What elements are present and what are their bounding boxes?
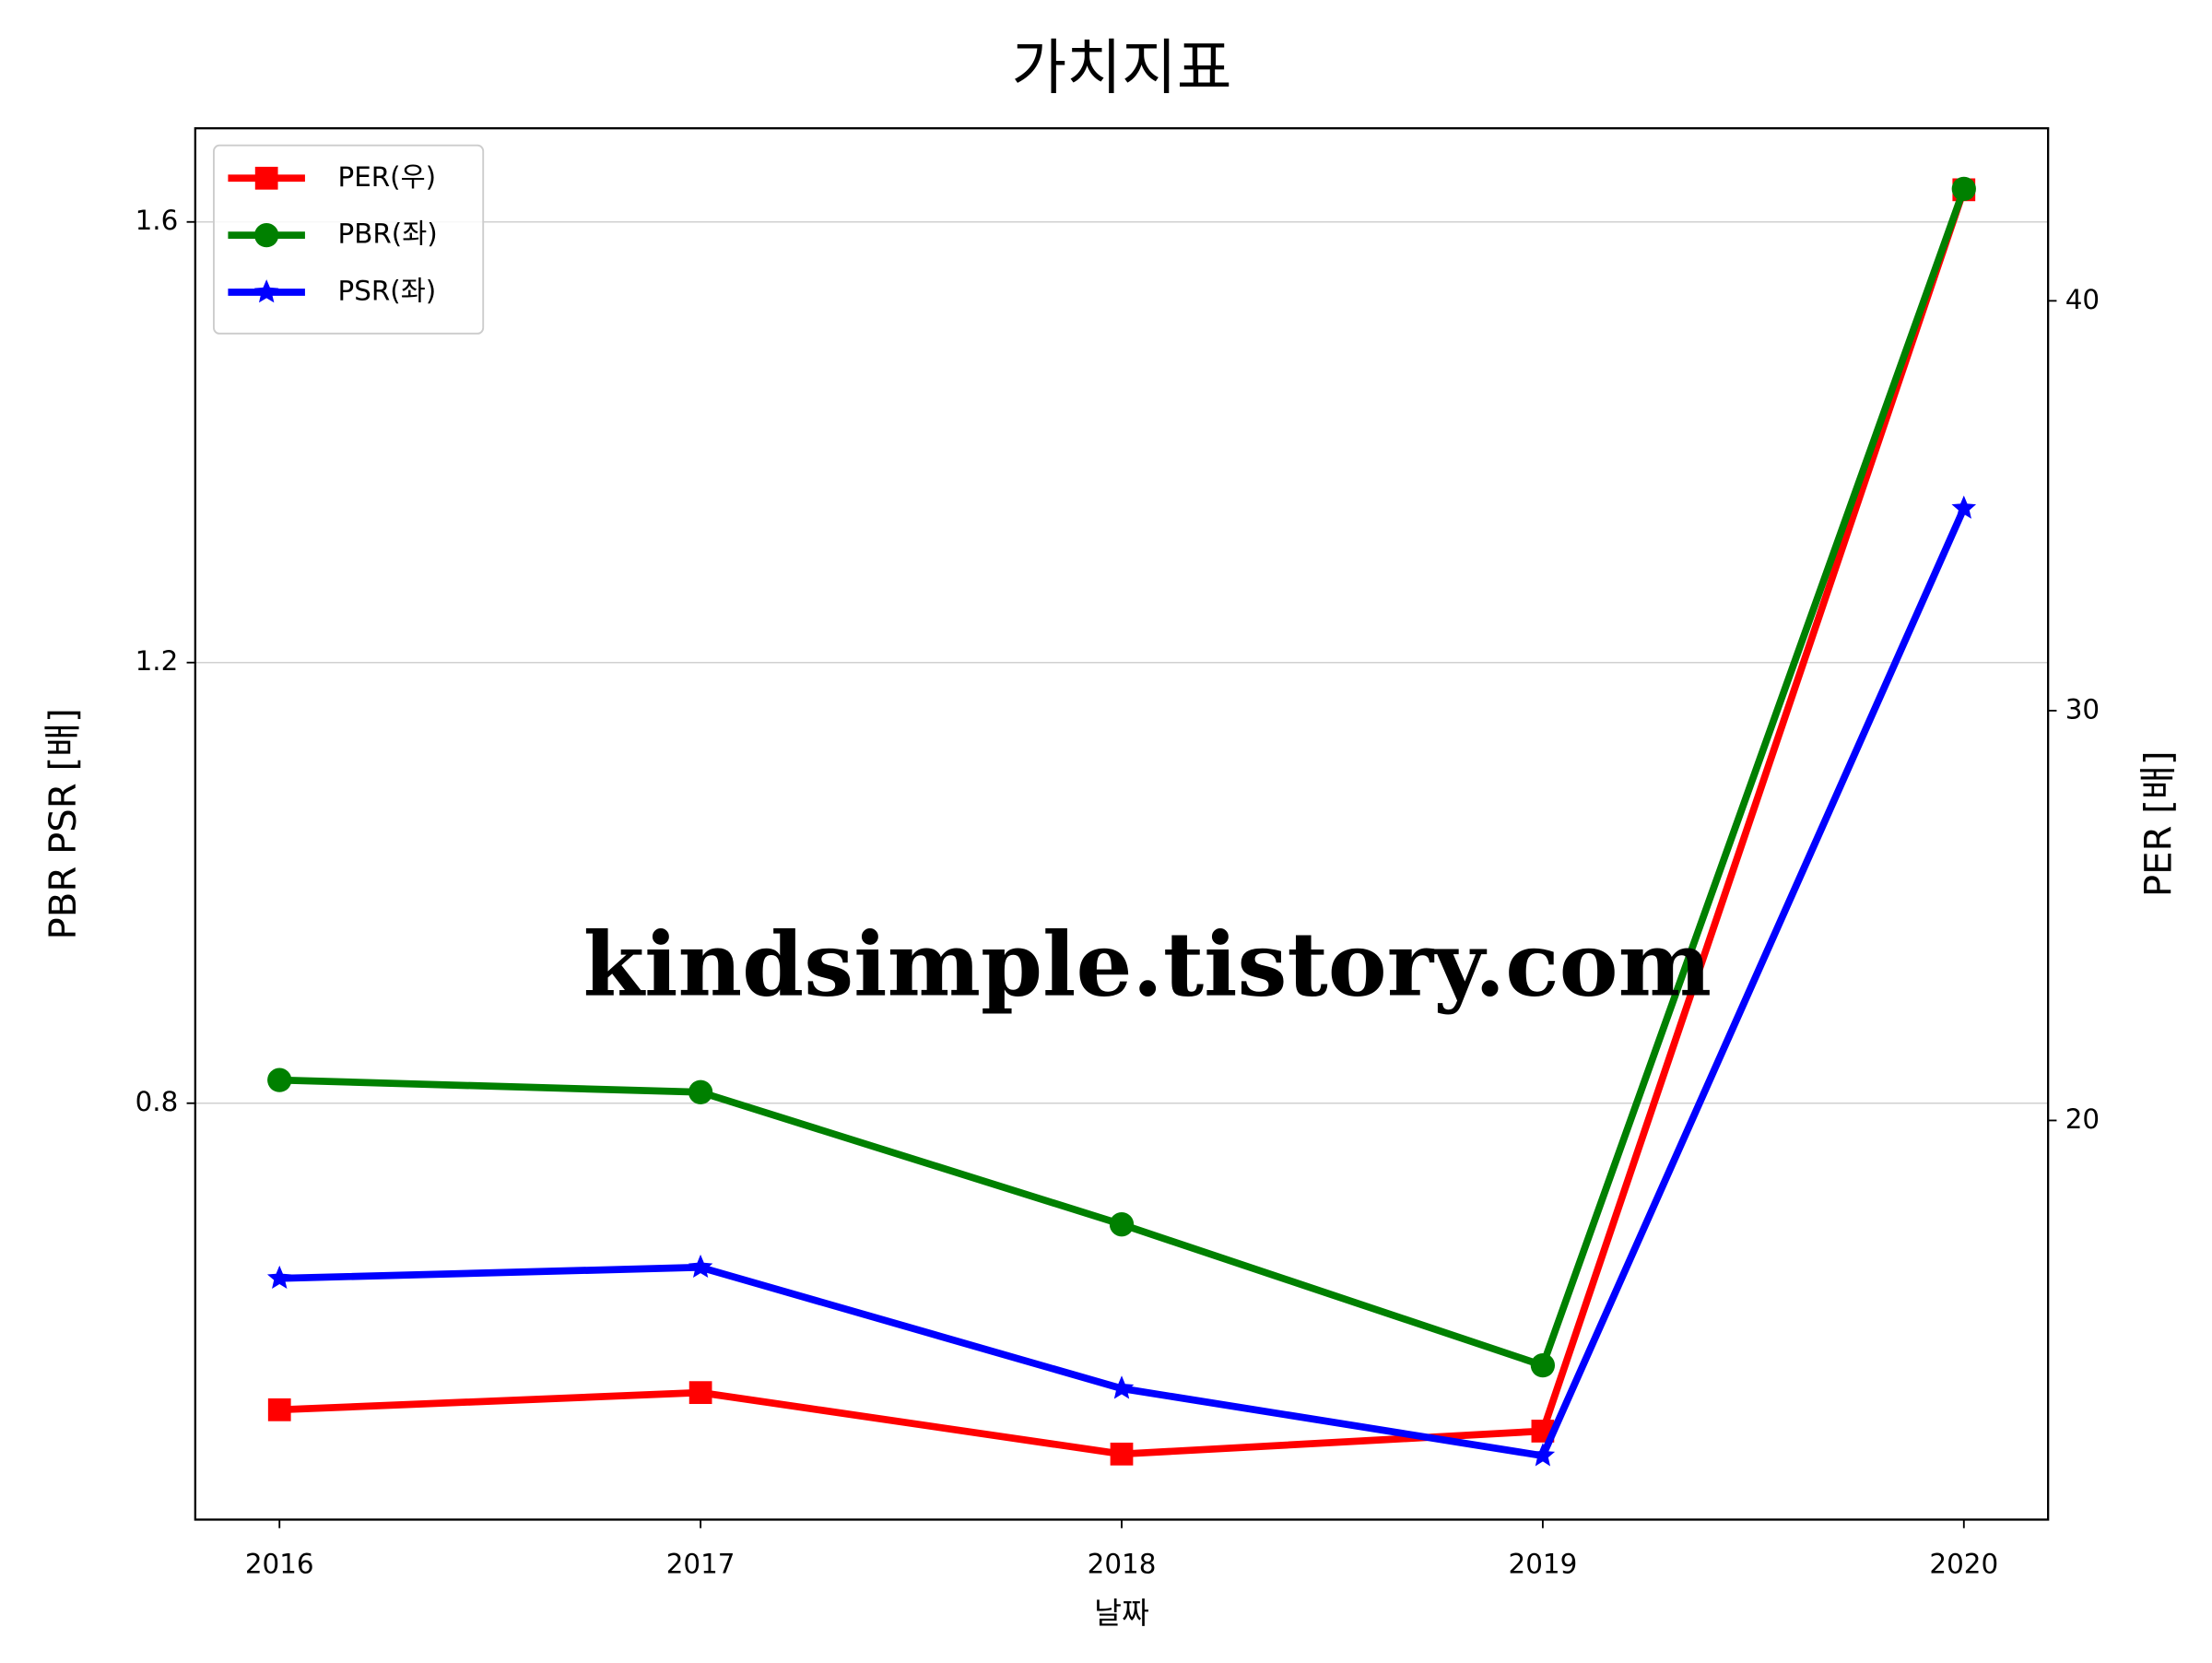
legend-label: PBR(좌) bbox=[337, 218, 437, 250]
legend-box bbox=[213, 144, 485, 335]
marker bbox=[1951, 495, 1977, 519]
y-tick-label: 1.6 bbox=[135, 205, 179, 236]
marker bbox=[254, 166, 278, 190]
chart-title: 가치지표 bbox=[1012, 33, 1232, 102]
legend-label: PER(우) bbox=[337, 161, 436, 193]
marker bbox=[267, 1398, 291, 1421]
x-tick-label: 2019 bbox=[1509, 1548, 1578, 1579]
y2-tick-label: 20 bbox=[2065, 1103, 2100, 1135]
y-axis-label: PBR PSR [배] bbox=[42, 708, 85, 939]
y-tick-label: 0.8 bbox=[135, 1086, 179, 1117]
marker bbox=[266, 1265, 292, 1289]
marker bbox=[267, 1067, 292, 1092]
watermark: kindsimple.tistory.com bbox=[583, 912, 1712, 1016]
marker bbox=[1109, 1375, 1135, 1399]
marker bbox=[1110, 1442, 1134, 1466]
x-tick-label: 2016 bbox=[245, 1548, 314, 1579]
x-axis-label: 날짜 bbox=[1094, 1596, 1149, 1631]
x-tick-label: 2018 bbox=[1088, 1548, 1157, 1579]
marker bbox=[1109, 1212, 1135, 1237]
y2-axis-label: PER [배] bbox=[2137, 750, 2180, 897]
y2-tick-label: 40 bbox=[2065, 284, 2100, 315]
y-tick-label: 1.2 bbox=[135, 645, 179, 677]
legend-label: PSR(좌) bbox=[337, 276, 436, 307]
marker bbox=[1951, 176, 1976, 202]
x-tick-label: 2017 bbox=[666, 1548, 735, 1579]
marker bbox=[688, 1381, 712, 1405]
y2-tick-label: 30 bbox=[2065, 693, 2100, 725]
marker bbox=[1530, 1353, 1556, 1378]
marker bbox=[688, 1254, 713, 1279]
marker bbox=[254, 223, 279, 248]
marker bbox=[688, 1079, 713, 1104]
marker bbox=[253, 279, 279, 303]
legend: PER(우) PBR(좌) PSR(좌) bbox=[213, 144, 485, 335]
x-tick-label: 2020 bbox=[1929, 1548, 1998, 1579]
plot-frame bbox=[194, 127, 2050, 1521]
marker bbox=[1530, 1443, 1556, 1467]
